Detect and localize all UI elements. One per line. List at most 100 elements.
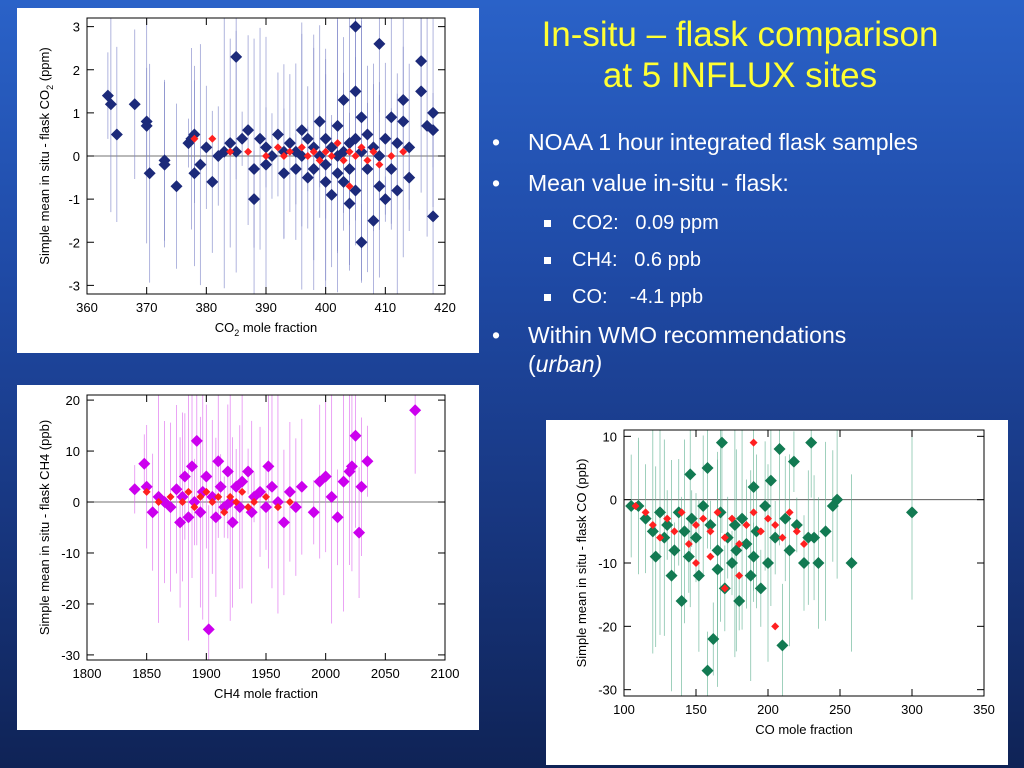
y-tick-label: 10: [66, 444, 80, 459]
data-point: [209, 511, 222, 524]
data-point: [787, 455, 800, 468]
data-point: [764, 474, 777, 487]
bullet-paren: (: [528, 351, 536, 377]
x-tick-label: 410: [374, 300, 396, 315]
x-tick-label: 1900: [192, 666, 221, 681]
data-point: [218, 501, 231, 514]
data-point: [678, 525, 691, 538]
highlight-point: [142, 487, 151, 496]
data-point: [254, 132, 267, 145]
data-point: [254, 485, 267, 498]
highlight-points: [190, 134, 408, 191]
highlight-point: [184, 487, 193, 496]
x-tick-label: 200: [757, 702, 779, 717]
data-point: [353, 526, 366, 539]
data-point: [661, 519, 674, 531]
data-point: [403, 171, 416, 184]
data-point: [812, 557, 825, 569]
highlight-point: [764, 514, 772, 523]
data-point: [819, 525, 832, 538]
highlight-point: [273, 143, 282, 152]
square-bullet-icon: [544, 294, 551, 301]
data-points: [128, 404, 422, 636]
data-point: [355, 236, 368, 249]
data-point: [164, 501, 177, 514]
data-point: [349, 132, 362, 145]
data-point: [798, 557, 810, 569]
highlight-point: [190, 503, 199, 512]
data-point: [403, 141, 416, 154]
x-tick-label: 2100: [431, 666, 460, 681]
data-point: [845, 557, 858, 569]
highlight-point: [226, 492, 235, 501]
y-tick-label: -20: [61, 597, 80, 612]
data-point: [397, 93, 410, 106]
data-point: [242, 465, 255, 478]
highlight-point: [232, 498, 241, 507]
data-point: [355, 111, 368, 124]
data-point: [158, 158, 171, 171]
bullet-list: • NOAA 1 hour integrated flask samples •…: [492, 128, 1017, 391]
data-point: [152, 490, 165, 503]
data-point: [711, 563, 724, 576]
y-axis-label: Simple mean in situ - flask CH4 (ppb): [37, 420, 52, 635]
data-point: [218, 145, 231, 158]
data-point: [174, 516, 187, 529]
highlight-point: [202, 487, 211, 496]
data-point: [349, 20, 362, 33]
data-point: [194, 506, 207, 519]
data-point: [140, 480, 153, 493]
bullet-text: Within WMO recommendations: [528, 322, 847, 348]
data-point: [319, 158, 332, 171]
highlight-point: [706, 552, 715, 561]
data-point: [221, 465, 234, 478]
data-point: [307, 141, 320, 154]
data-point: [200, 470, 213, 483]
y-tick-label: -1: [68, 192, 80, 207]
data-point: [325, 188, 338, 201]
data-point: [906, 506, 918, 519]
data-point: [260, 158, 272, 171]
x-tick-label: 380: [195, 300, 217, 315]
data-point: [361, 455, 374, 468]
highlight-point: [226, 147, 235, 156]
data-point: [262, 460, 275, 473]
highlight-point: [785, 508, 794, 517]
highlight-point: [285, 498, 294, 507]
data-point: [188, 128, 201, 141]
y-tick-label: -20: [598, 619, 617, 634]
highlight-point: [250, 498, 259, 507]
highlight-point: [357, 143, 366, 152]
square-bullet-icon: [544, 257, 551, 264]
highlight-point: [728, 514, 736, 523]
chart-panel-ch4: 1800 1850 1900 1950 2000 2050 2100 -30 -20 -10 0 10…: [17, 385, 479, 730]
data-point: [313, 115, 326, 128]
highlight-point: [792, 527, 801, 536]
y-tick-label: -10: [598, 556, 617, 571]
highlight-point: [720, 533, 729, 542]
data-point: [224, 496, 237, 509]
data-point: [373, 180, 386, 193]
x-tick-label: 2000: [311, 666, 340, 681]
highlight-point: [273, 503, 282, 512]
sub-bullet-item: CH4: 0.6 ppb: [492, 247, 1017, 273]
data-point: [331, 167, 344, 180]
data-point: [349, 85, 362, 98]
x-tick-label: 150: [685, 702, 707, 717]
data-point: [337, 175, 350, 188]
y-tick-label: 10: [603, 429, 617, 444]
y-tick-label: 0: [73, 495, 80, 510]
data-point: [415, 85, 428, 98]
highlight-point: [692, 521, 700, 529]
data-point: [361, 128, 374, 141]
highlight-point: [190, 134, 199, 143]
data-point: [682, 550, 695, 563]
bullet-dot-icon: •: [492, 322, 501, 348]
data-point: [750, 525, 763, 538]
highlight-point: [262, 152, 270, 160]
highlight-point: [677, 508, 686, 517]
data-point: [808, 531, 821, 544]
data-point: [301, 132, 314, 145]
highlight-point: [196, 492, 205, 501]
y-tick-label: -10: [61, 546, 80, 561]
